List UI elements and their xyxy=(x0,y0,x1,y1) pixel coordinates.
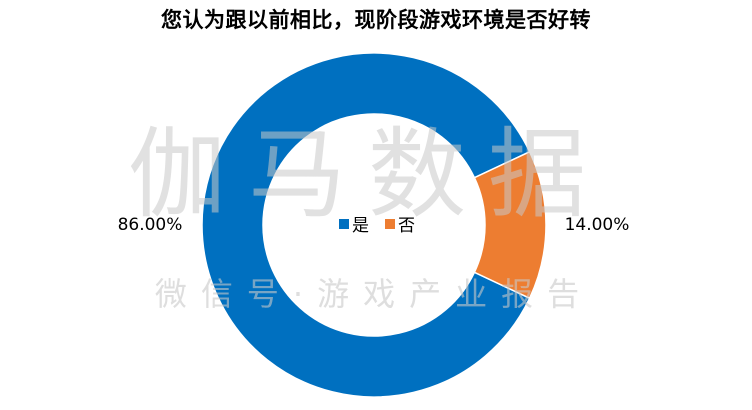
donut-slices xyxy=(201,52,547,398)
donut-slice-是 xyxy=(201,52,531,398)
data-labels: 86.00% 14.00% xyxy=(118,215,630,235)
data-label-否: 14.00% xyxy=(565,215,630,235)
watermark-subtitle-text: 微信号·游戏产业报告 xyxy=(155,275,593,313)
data-label-是: 86.00% xyxy=(118,215,183,235)
legend-label-否: 否 xyxy=(398,216,415,236)
donut-slice-否 xyxy=(473,150,547,300)
legend-label-是: 是 xyxy=(352,216,369,236)
watermark-logo-text: 伽马数据 xyxy=(128,118,608,232)
legend-swatch-是 xyxy=(339,219,349,229)
watermark: 伽马数据 微信号·游戏产业报告 xyxy=(128,118,608,313)
legend: 是否 xyxy=(339,216,415,236)
chart-title: 您认为跟以前相比，现阶段游戏环境是否好转 xyxy=(161,8,591,32)
legend-swatch-否 xyxy=(385,219,395,229)
